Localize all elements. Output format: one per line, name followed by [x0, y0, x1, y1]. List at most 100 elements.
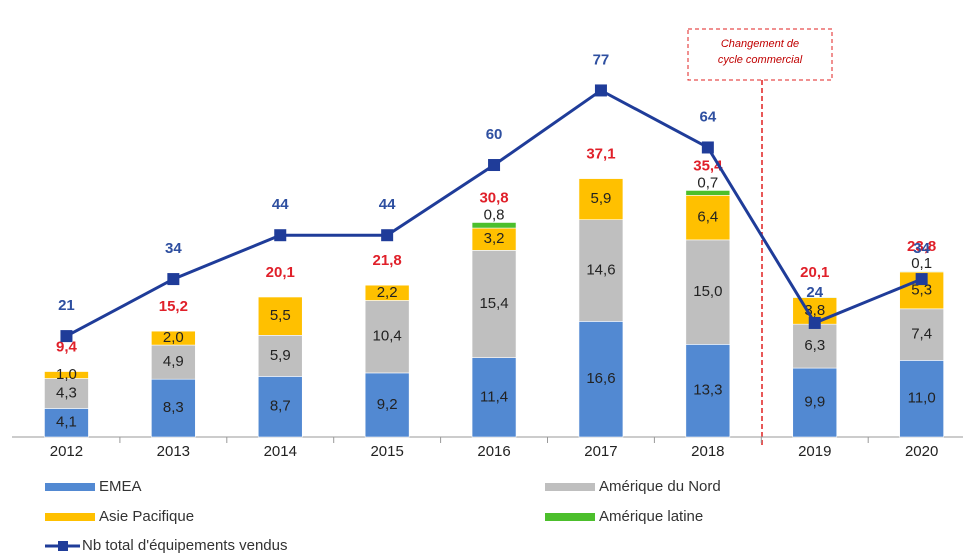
- line-label: 44: [379, 196, 396, 213]
- bar-segment: [578, 178, 624, 220]
- bar-segment: [151, 378, 196, 438]
- bar-segment: [151, 344, 196, 380]
- value-label: 9,2: [377, 396, 398, 413]
- legend-label: Asie Pacifique: [99, 508, 194, 525]
- bar-segment: [685, 239, 731, 345]
- bar-segment: [792, 323, 838, 369]
- bar-segment: [685, 190, 731, 196]
- bar-segment: [899, 360, 944, 438]
- line-label: 64: [700, 108, 717, 125]
- value-label: 11,4: [480, 388, 508, 405]
- total-label: 15,2: [159, 298, 188, 315]
- bar-segment: [257, 335, 303, 377]
- value-label: 5,9: [270, 347, 291, 364]
- legend-label: Amérique du Nord: [599, 478, 721, 495]
- total-label: 30,8: [479, 189, 508, 206]
- bar-segment: [257, 296, 303, 336]
- value-label: 11,0: [908, 390, 936, 407]
- line-marker: [167, 273, 180, 286]
- x-tick-label: 2019: [798, 443, 831, 460]
- total-label: 23,8: [907, 238, 936, 255]
- line-marker: [808, 316, 821, 329]
- value-label: 6,3: [804, 337, 825, 354]
- value-label: 9,9: [804, 393, 825, 410]
- total-label: 20,1: [266, 264, 295, 281]
- x-tick-label: 2016: [477, 443, 510, 460]
- legend-label: Amérique latine: [599, 508, 703, 525]
- line-marker: [60, 330, 73, 343]
- line-label: 60: [486, 126, 503, 143]
- total-label: 20,1: [800, 264, 829, 281]
- value-label: 8,3: [163, 399, 184, 416]
- bar-segment: [578, 321, 624, 438]
- legend-label: Nb total d'équipements vendus: [82, 537, 288, 554]
- bar-segment: [792, 296, 838, 299]
- total-label: 21,8: [373, 252, 402, 269]
- bar-segment: [471, 357, 517, 438]
- bar-segment: [364, 300, 410, 374]
- x-tick-label: 2017: [584, 443, 617, 460]
- value-label: 16,6: [586, 370, 615, 387]
- bar-segment: [44, 378, 89, 409]
- value-label: 1,0: [56, 366, 77, 383]
- total-label: 37,1: [586, 146, 615, 163]
- line-label: 34: [165, 240, 182, 257]
- x-tick-label: 2014: [264, 443, 297, 460]
- bar-segment: [471, 222, 517, 229]
- bar-segment: [364, 284, 410, 301]
- value-label: 15,0: [693, 283, 722, 300]
- line-marker: [594, 84, 607, 97]
- line-label: 21: [58, 297, 75, 314]
- line-marker: [915, 273, 928, 286]
- value-label: 7,4: [911, 326, 932, 343]
- line-marker: [381, 229, 394, 242]
- value-label: 5,5: [270, 307, 291, 324]
- value-label: 4,1: [56, 414, 77, 431]
- bar-segment: [471, 250, 517, 358]
- legend-swatch: [545, 513, 595, 521]
- value-label: 15,4: [479, 295, 508, 312]
- bar-segment: [44, 371, 89, 379]
- value-label: 10,4: [373, 328, 402, 345]
- bar-segment: [685, 344, 731, 438]
- line-label: 44: [272, 196, 289, 213]
- x-tick-label: 2018: [691, 443, 724, 460]
- value-label: 4,9: [163, 353, 184, 370]
- line-label: 77: [593, 51, 610, 68]
- line-marker: [488, 159, 501, 172]
- bar-segment: [899, 270, 944, 273]
- bar-segment: [44, 408, 89, 438]
- value-label: 2,2: [377, 284, 398, 301]
- bar-segment: [899, 308, 944, 361]
- line-marker: [701, 141, 714, 154]
- line-marker: [274, 229, 287, 242]
- annotation: cycle commercial: [718, 54, 803, 66]
- bar-segment: [685, 195, 731, 241]
- legend-swatch: [545, 483, 595, 491]
- value-label: 14,6: [586, 262, 615, 279]
- x-tick-label: 2013: [157, 443, 190, 460]
- bar-segment: [792, 367, 838, 438]
- value-label: 0,7: [697, 174, 718, 191]
- legend-swatch: [45, 513, 95, 521]
- value-label: 0,8: [484, 206, 505, 223]
- value-label: 5,3: [911, 281, 932, 298]
- value-label: 6,4: [697, 209, 718, 226]
- bar-segment: [578, 219, 624, 322]
- x-tick-label: 2020: [905, 443, 938, 460]
- value-label: 5,9: [591, 190, 612, 207]
- annotation: Changement de: [721, 38, 799, 50]
- line-label: 34: [913, 240, 930, 257]
- legend-label: EMEA: [99, 478, 142, 495]
- value-label: 0,1: [911, 255, 932, 272]
- value-label: 8,7: [270, 398, 291, 415]
- legend-marker: [58, 541, 68, 551]
- x-tick-label: 2015: [370, 443, 403, 460]
- bar-segment: [151, 330, 196, 346]
- value-label: 13,3: [693, 382, 722, 399]
- legend-swatch: [45, 483, 95, 491]
- line-label: 24: [806, 284, 823, 301]
- x-tick-label: 2012: [50, 443, 83, 460]
- value-label: 2,0: [163, 329, 184, 346]
